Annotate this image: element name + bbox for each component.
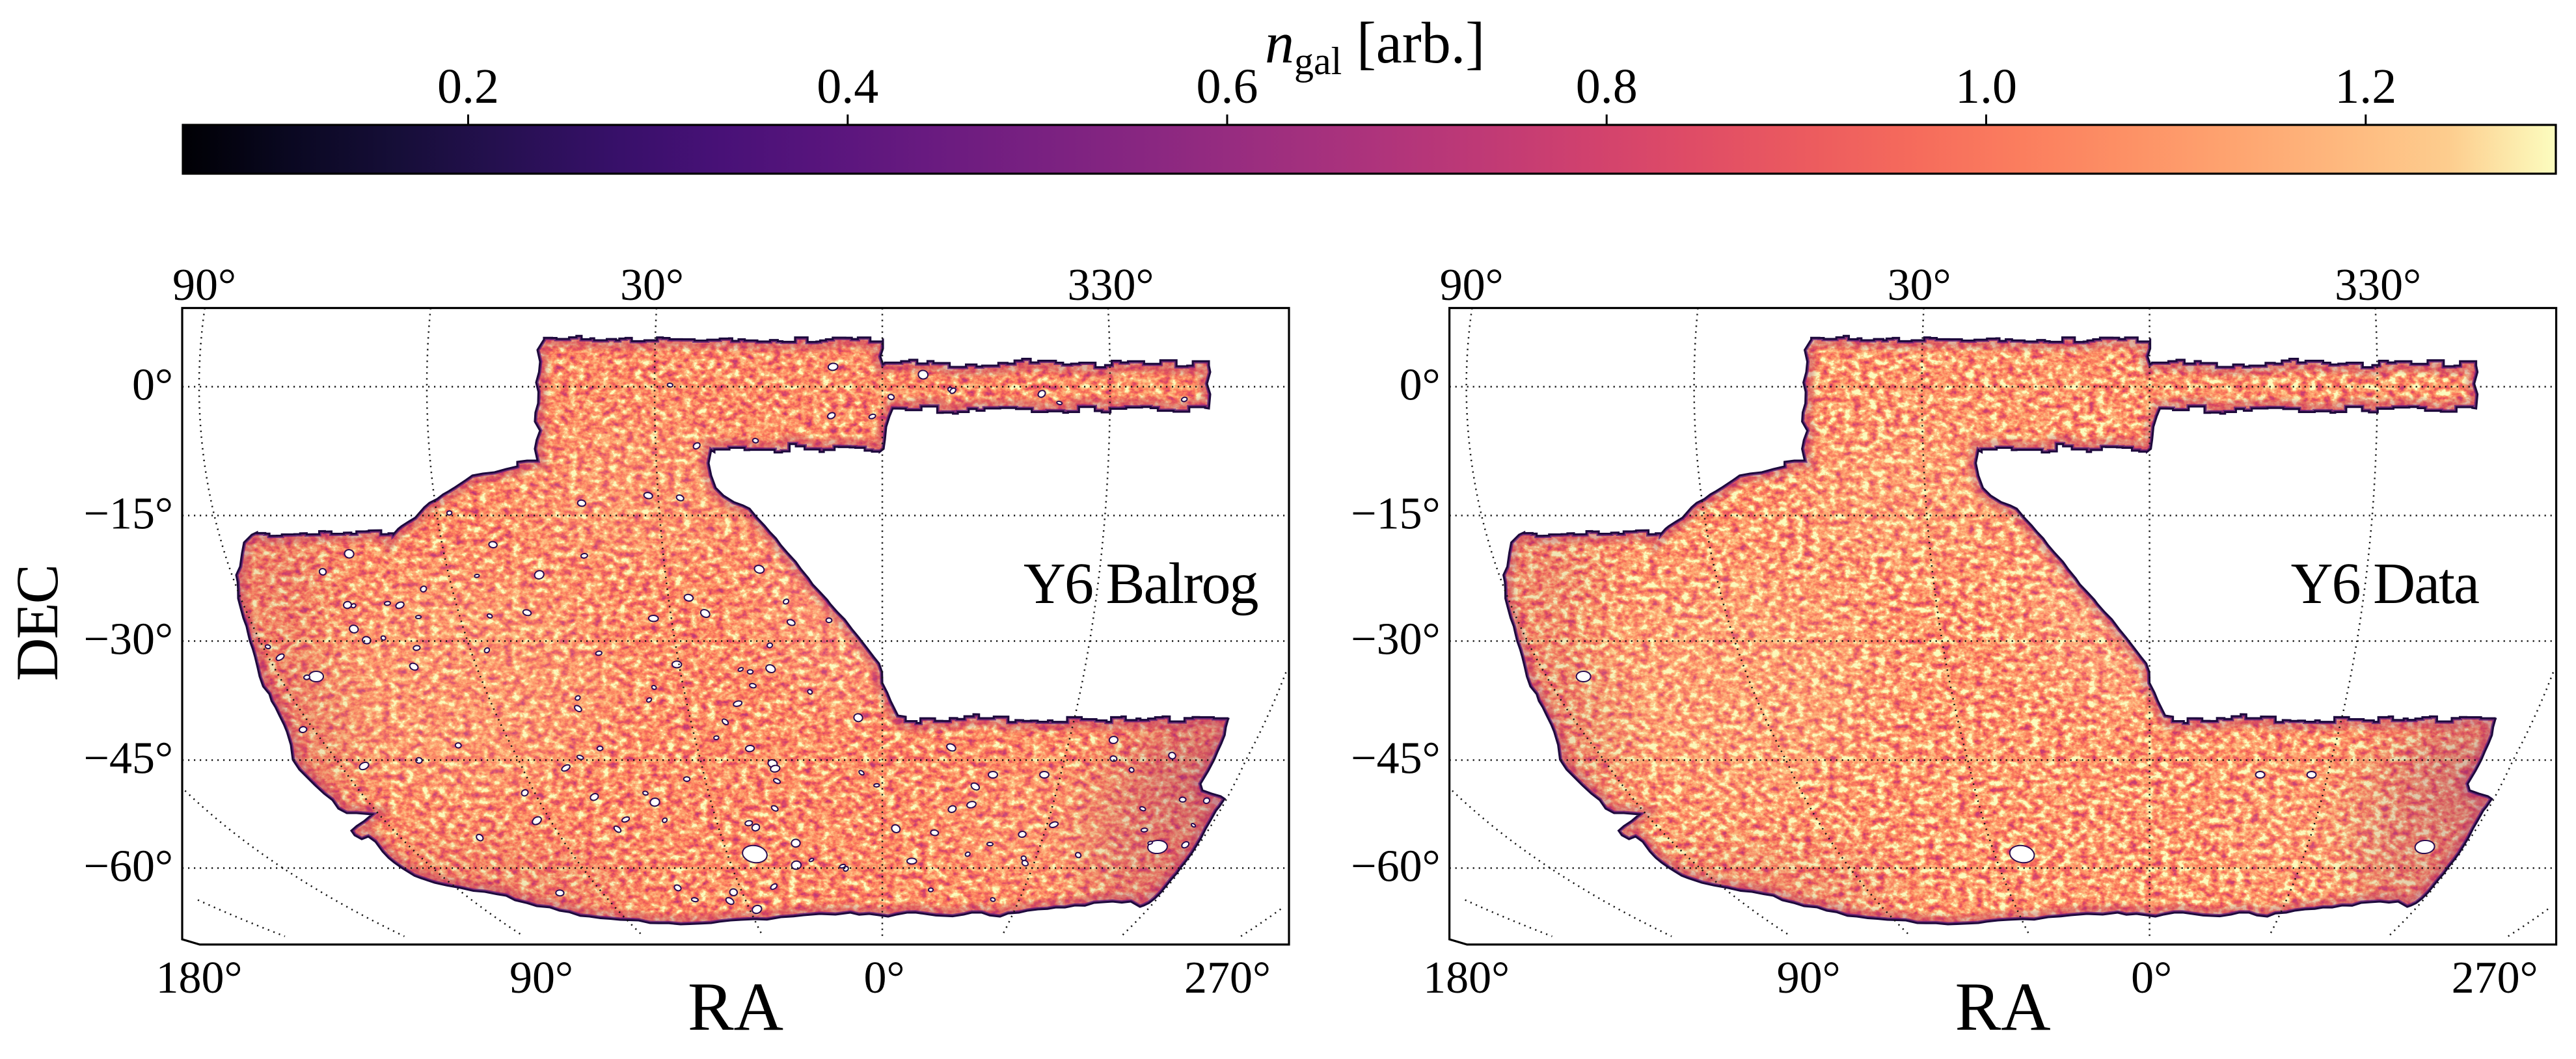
svg-text:330°: 330°: [2335, 260, 2421, 310]
svg-text:30°: 30°: [1888, 260, 1951, 310]
svg-text:330°: 330°: [1068, 260, 1154, 310]
svg-text:−15°: −15°: [1351, 489, 1440, 539]
svg-text:1.2: 1.2: [2335, 59, 2396, 114]
svg-text:0.2: 0.2: [437, 59, 499, 114]
svg-text:0°: 0°: [1400, 360, 1441, 410]
svg-text:90°: 90°: [509, 953, 573, 1003]
svg-text:−15°: −15°: [84, 489, 173, 539]
svg-text:ngal [arb.]: ngal [arb.]: [1265, 11, 1485, 83]
svg-text:0.8: 0.8: [1576, 59, 1638, 114]
svg-text:RA: RA: [1955, 969, 2050, 1045]
svg-text:270°: 270°: [2452, 953, 2538, 1003]
svg-text:−45°: −45°: [84, 734, 173, 784]
svg-text:1.0: 1.0: [1955, 59, 2017, 114]
svg-text:270°: 270°: [1184, 953, 1271, 1003]
svg-text:0°: 0°: [2131, 953, 2172, 1003]
svg-text:180°: 180°: [156, 953, 243, 1003]
svg-text:90°: 90°: [1777, 953, 1841, 1003]
svg-text:DEC: DEC: [4, 565, 70, 681]
svg-text:Y6 Data: Y6 Data: [2291, 552, 2479, 616]
svg-text:0°: 0°: [864, 953, 905, 1003]
svg-text:−60°: −60°: [1351, 842, 1440, 892]
svg-text:180°: 180°: [1423, 953, 1510, 1003]
svg-text:90°: 90°: [1440, 260, 1504, 310]
svg-text:RA: RA: [688, 969, 783, 1045]
svg-text:0.6: 0.6: [1197, 59, 1258, 114]
svg-text:−30°: −30°: [84, 615, 173, 665]
svg-text:−30°: −30°: [1351, 615, 1440, 665]
svg-text:Y6 Balrog: Y6 Balrog: [1024, 552, 1258, 616]
svg-text:−45°: −45°: [1351, 734, 1440, 784]
svg-text:0°: 0°: [132, 360, 173, 410]
svg-text:0.4: 0.4: [817, 59, 878, 114]
svg-text:90°: 90°: [172, 260, 236, 310]
svg-text:−60°: −60°: [84, 842, 173, 892]
svg-text:30°: 30°: [620, 260, 684, 310]
